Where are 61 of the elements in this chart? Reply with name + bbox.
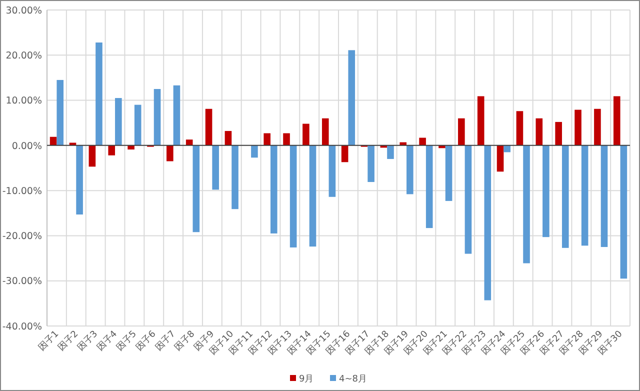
y-tick-label: -30.00%	[2, 276, 42, 288]
y-tick-label: 10.00%	[6, 96, 42, 107]
bar	[348, 50, 356, 146]
bar	[322, 118, 329, 146]
bar	[108, 145, 116, 156]
bar	[134, 104, 142, 146]
bar	[341, 145, 348, 162]
bar	[154, 89, 161, 146]
bar	[212, 145, 219, 190]
bar	[458, 118, 465, 146]
bar	[484, 145, 492, 300]
bar	[173, 85, 180, 146]
y-tick-label: 30.00%	[6, 5, 42, 16]
bar	[562, 145, 569, 248]
bar	[523, 145, 530, 264]
bar	[309, 145, 316, 247]
legend-label: 4~8月	[339, 374, 367, 385]
y-tick-label: -40.00%	[2, 321, 42, 332]
bar	[426, 145, 433, 228]
bar	[419, 138, 426, 146]
bar	[536, 118, 543, 146]
bar	[600, 145, 608, 247]
bar	[387, 145, 394, 159]
bar	[186, 140, 193, 146]
bar	[56, 80, 64, 146]
bar	[290, 145, 297, 248]
bar	[264, 133, 270, 146]
bar	[251, 145, 258, 158]
y-tick-label: -10.00%	[2, 186, 42, 197]
legend-label: 9月	[299, 374, 314, 385]
bar	[581, 145, 588, 246]
bar	[76, 145, 83, 214]
bar	[232, 145, 238, 210]
bar	[328, 145, 336, 197]
bar	[96, 42, 102, 146]
bar	[477, 96, 484, 146]
bar	[192, 145, 200, 232]
bar	[594, 108, 601, 146]
y-tick-label: 20.00%	[6, 50, 42, 62]
bar	[270, 145, 278, 234]
bar	[302, 124, 310, 146]
bar	[88, 145, 96, 167]
bar	[115, 98, 122, 146]
y-tick-label: 0.00%	[12, 140, 42, 152]
bar	[368, 145, 374, 182]
bar	[406, 145, 414, 194]
bar	[542, 145, 550, 238]
bar	[555, 122, 562, 146]
bar	[224, 130, 232, 146]
bar	[464, 145, 472, 254]
bar	[205, 108, 212, 146]
bar	[283, 133, 290, 146]
bar	[620, 145, 628, 279]
bar	[613, 96, 620, 146]
y-tick-label: -20.00%	[2, 231, 42, 242]
bar	[166, 145, 174, 162]
bar	[504, 145, 510, 152]
bar	[445, 145, 452, 201]
bar	[516, 111, 524, 146]
bar	[496, 145, 504, 172]
bar	[574, 110, 582, 146]
